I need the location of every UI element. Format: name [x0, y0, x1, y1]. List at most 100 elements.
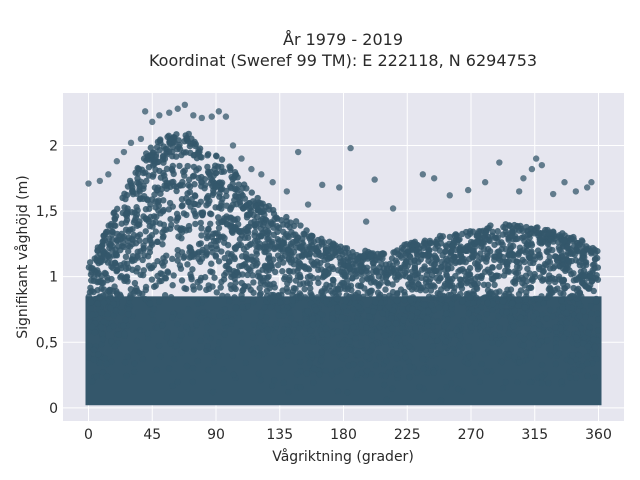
data-point — [302, 330, 309, 337]
data-point — [408, 312, 415, 320]
data-point — [559, 304, 566, 311]
data-point — [250, 279, 257, 286]
data-point — [274, 223, 281, 230]
data-point — [97, 258, 104, 265]
data-point — [449, 345, 457, 353]
data-point — [529, 313, 537, 320]
data-point — [314, 314, 321, 321]
data-point — [322, 325, 330, 332]
data-point — [350, 361, 357, 368]
x-tick-label: 45 — [143, 427, 161, 443]
data-point — [385, 320, 392, 327]
data-point — [148, 310, 156, 318]
data-point — [526, 379, 533, 386]
data-point — [284, 280, 291, 287]
data-point — [443, 310, 450, 318]
data-point — [244, 227, 251, 234]
data-point — [496, 324, 504, 331]
data-point — [97, 324, 105, 331]
data-point — [368, 331, 376, 339]
data-point — [572, 374, 580, 381]
data-point — [221, 239, 228, 246]
outlier-point — [156, 112, 163, 119]
data-point — [587, 272, 594, 279]
data-point — [187, 203, 194, 210]
data-point — [421, 263, 428, 270]
data-point — [448, 311, 456, 318]
data-point — [492, 318, 500, 325]
data-point — [527, 249, 535, 257]
data-point — [261, 243, 268, 250]
data-point — [466, 353, 473, 360]
data-point — [518, 274, 526, 281]
data-point — [558, 297, 565, 304]
data-point — [477, 228, 484, 235]
outlier-point — [464, 186, 472, 194]
data-point — [130, 231, 138, 239]
data-point — [209, 318, 217, 325]
data-point — [377, 299, 384, 306]
data-point — [394, 290, 401, 297]
data-point — [406, 325, 414, 332]
data-point — [274, 261, 282, 269]
y-tick-label: 0 — [49, 401, 58, 417]
data-point — [296, 325, 303, 332]
data-point — [514, 296, 522, 304]
data-point — [183, 211, 190, 219]
data-point — [203, 286, 210, 294]
data-point — [521, 237, 528, 245]
data-point — [554, 257, 561, 265]
data-point — [105, 251, 113, 259]
data-point — [112, 251, 120, 258]
data-point — [455, 268, 462, 275]
data-point — [546, 351, 554, 359]
data-point — [226, 265, 233, 273]
data-point — [594, 310, 601, 317]
outlier-point — [481, 179, 489, 186]
data-point — [517, 314, 524, 321]
data-point — [381, 293, 388, 301]
data-point — [208, 260, 215, 267]
data-point — [215, 345, 222, 353]
data-point — [210, 359, 218, 366]
data-point — [162, 275, 170, 282]
data-point — [150, 213, 158, 220]
data-point — [343, 307, 350, 314]
data-point — [211, 274, 218, 281]
outlier-point — [283, 188, 291, 195]
data-point — [157, 136, 164, 143]
data-point — [314, 236, 322, 244]
data-point — [346, 346, 353, 353]
data-point — [310, 379, 317, 386]
data-point — [446, 233, 454, 241]
data-point — [214, 230, 221, 237]
data-point — [442, 242, 450, 249]
data-point — [300, 230, 307, 237]
data-point — [276, 299, 284, 306]
data-point — [484, 281, 492, 289]
data-point — [292, 218, 300, 225]
data-point — [559, 256, 567, 263]
data-point — [570, 236, 577, 243]
data-point — [174, 224, 181, 231]
data-point — [169, 143, 177, 151]
data-point — [338, 314, 346, 321]
data-point — [563, 330, 570, 337]
data-point — [413, 275, 421, 282]
data-point — [230, 216, 237, 223]
data-point — [120, 322, 127, 329]
data-point — [296, 271, 303, 279]
data-point — [250, 289, 257, 296]
data-point — [167, 215, 174, 223]
data-point — [374, 250, 381, 258]
data-point — [392, 257, 399, 264]
data-point — [108, 338, 115, 345]
data-point — [563, 309, 570, 316]
data-point — [174, 321, 181, 328]
data-point — [86, 259, 94, 266]
data-point — [515, 251, 522, 258]
data-point — [134, 264, 141, 272]
data-point — [543, 329, 551, 336]
data-point — [552, 324, 559, 331]
data-point — [473, 285, 481, 292]
